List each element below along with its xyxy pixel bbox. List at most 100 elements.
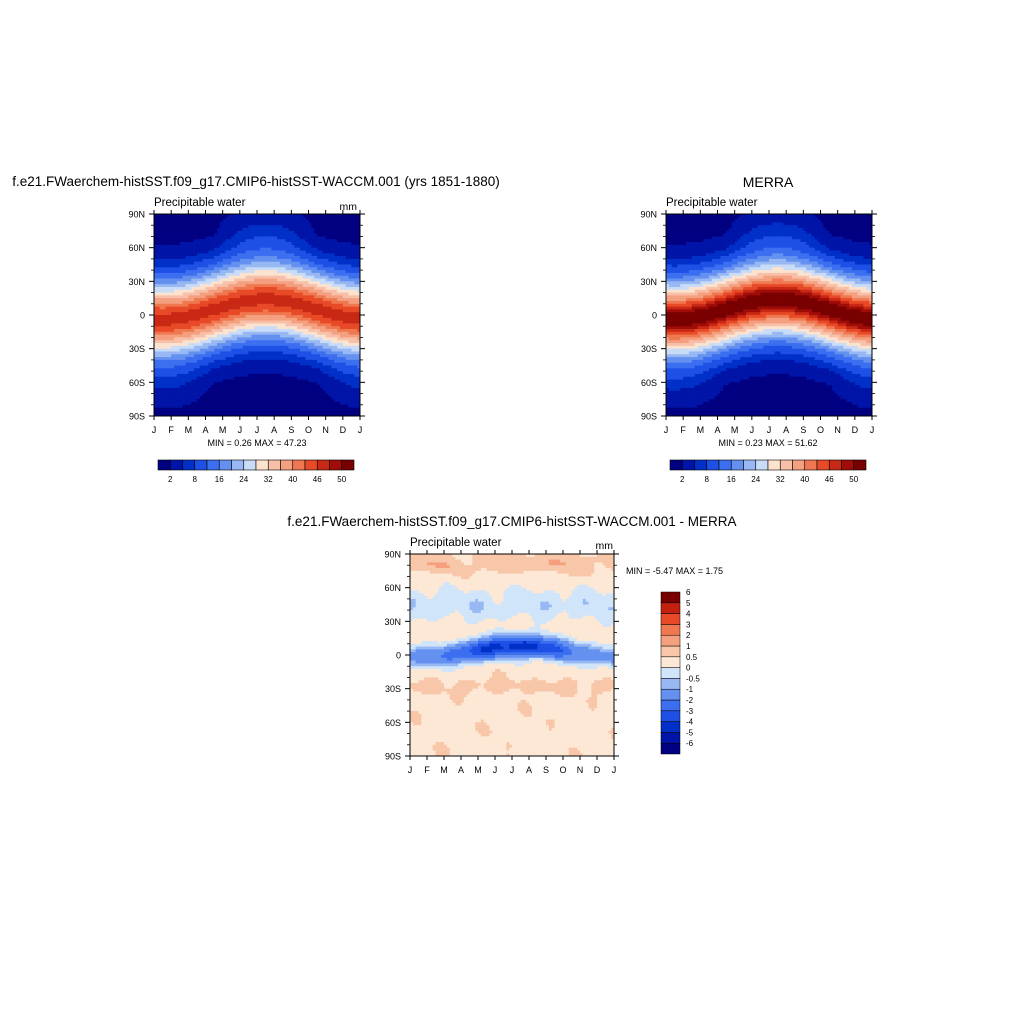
- field-cell: [357, 236, 361, 240]
- field-cell: [214, 337, 218, 341]
- field-cell: [248, 337, 252, 341]
- field-cell: [274, 258, 278, 263]
- field-cell: [176, 343, 181, 347]
- field-cell: [271, 233, 275, 237]
- field-cell: [302, 222, 306, 226]
- field-cell: [248, 399, 252, 403]
- field-cell: [265, 258, 269, 263]
- field-cell: [274, 242, 278, 246]
- field-cell: [219, 261, 224, 265]
- field-cell: [297, 253, 301, 257]
- field-cell: [322, 247, 327, 251]
- field-cell: [239, 306, 244, 310]
- field-cell: [354, 401, 358, 406]
- field-cell: [334, 256, 338, 260]
- field-cell: [342, 373, 347, 378]
- field-cell: [168, 272, 172, 277]
- field-cell: [185, 373, 189, 378]
- field-cell: [345, 289, 349, 293]
- field-cell: [211, 387, 215, 392]
- field-cell: [191, 368, 195, 372]
- field-cell: [308, 239, 312, 243]
- field-cell: [219, 278, 224, 282]
- field-cell: [291, 295, 295, 299]
- field-cell: [305, 320, 309, 324]
- field-cell: [171, 399, 175, 403]
- field-cell: [297, 292, 301, 296]
- field-cell: [291, 225, 295, 229]
- field-cell: [285, 289, 289, 293]
- field-cell: [357, 275, 361, 279]
- field-cell: [351, 247, 355, 251]
- field-cell: [231, 270, 235, 274]
- field-cell: [319, 340, 324, 344]
- field-cell: [357, 230, 361, 234]
- field-cell: [288, 362, 292, 366]
- field-cell: [205, 312, 209, 316]
- field-cell: [154, 278, 158, 282]
- field-cell: [294, 216, 298, 220]
- field-cell: [271, 390, 275, 394]
- field-cell: [305, 365, 309, 369]
- field-cell: [234, 396, 238, 400]
- field-cell: [351, 359, 355, 364]
- field-cell: [268, 351, 272, 355]
- field-cell: [262, 393, 266, 397]
- field-cell: [251, 230, 255, 234]
- field-cell: [219, 390, 224, 394]
- field-cell: [234, 371, 238, 375]
- field-cell: [342, 303, 347, 307]
- field-cell: [291, 329, 295, 333]
- field-cell: [257, 382, 261, 386]
- field-cell: [271, 289, 275, 293]
- field-cell: [282, 337, 286, 341]
- field-cell: [159, 298, 163, 302]
- field-cell: [214, 286, 218, 291]
- field-cell: [185, 362, 189, 366]
- field-cell: [317, 343, 321, 347]
- field-cell: [319, 292, 324, 296]
- field-cell: [299, 365, 304, 369]
- field-cell: [265, 390, 269, 394]
- field-cell: [291, 340, 295, 344]
- field-cell: [322, 317, 327, 321]
- field-cell: [171, 329, 175, 333]
- field-cell: [171, 312, 175, 316]
- field-cell: [277, 357, 281, 361]
- field-cell: [176, 303, 181, 307]
- field-cell: [342, 351, 347, 355]
- field-cell: [254, 222, 258, 226]
- field-cell: [248, 326, 252, 330]
- field-cell: [188, 225, 192, 229]
- field-cell: [285, 303, 289, 307]
- field-cell: [308, 225, 312, 229]
- field-cell: [239, 244, 244, 249]
- field-cell: [259, 228, 264, 232]
- field-cell: [319, 373, 324, 378]
- field-cell: [294, 250, 298, 254]
- field-cell: [245, 337, 249, 341]
- field-cell: [354, 236, 358, 240]
- field-cell: [299, 315, 304, 319]
- field-cell: [248, 275, 252, 279]
- field-cell: [188, 407, 192, 411]
- field-cell: [339, 312, 344, 316]
- field-cell: [288, 289, 292, 293]
- field-cell: [308, 272, 312, 277]
- field-cell: [311, 244, 315, 249]
- field-cell: [234, 292, 238, 296]
- field-cell: [211, 239, 215, 243]
- field-cell: [194, 376, 198, 380]
- field-cell: [191, 399, 195, 403]
- field-cell: [339, 228, 344, 232]
- field-cell: [328, 272, 332, 277]
- field-cell: [239, 256, 244, 260]
- field-cell: [196, 216, 201, 220]
- field-cell: [262, 345, 266, 350]
- field-cell: [328, 267, 332, 271]
- field-cell: [342, 371, 347, 375]
- field-cell: [248, 393, 252, 397]
- field-cell: [202, 270, 206, 274]
- field-cell: [171, 354, 175, 358]
- field-cell: [299, 267, 304, 271]
